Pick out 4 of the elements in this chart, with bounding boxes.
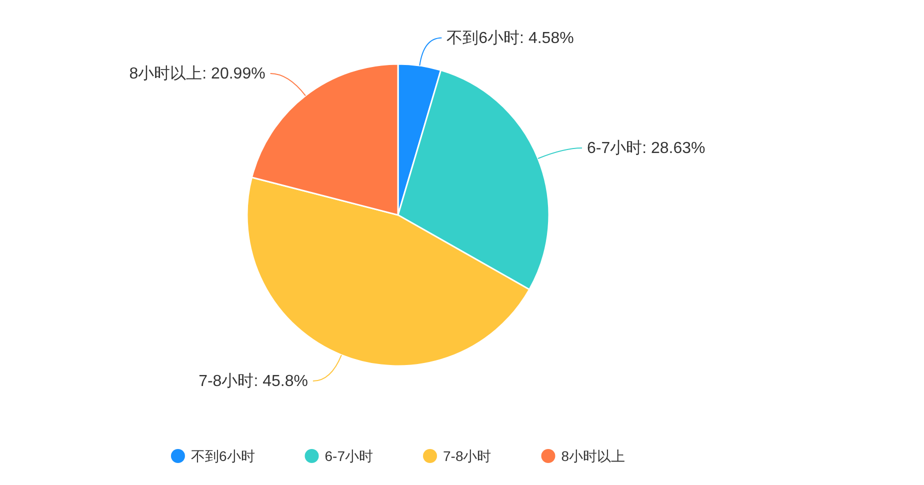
legend-label: 7-8小时 bbox=[443, 448, 492, 464]
legend-label: 8小时以上 bbox=[561, 448, 626, 464]
legend-label: 不到6小时 bbox=[190, 448, 255, 464]
legend-label: 6-7小时 bbox=[324, 448, 373, 464]
